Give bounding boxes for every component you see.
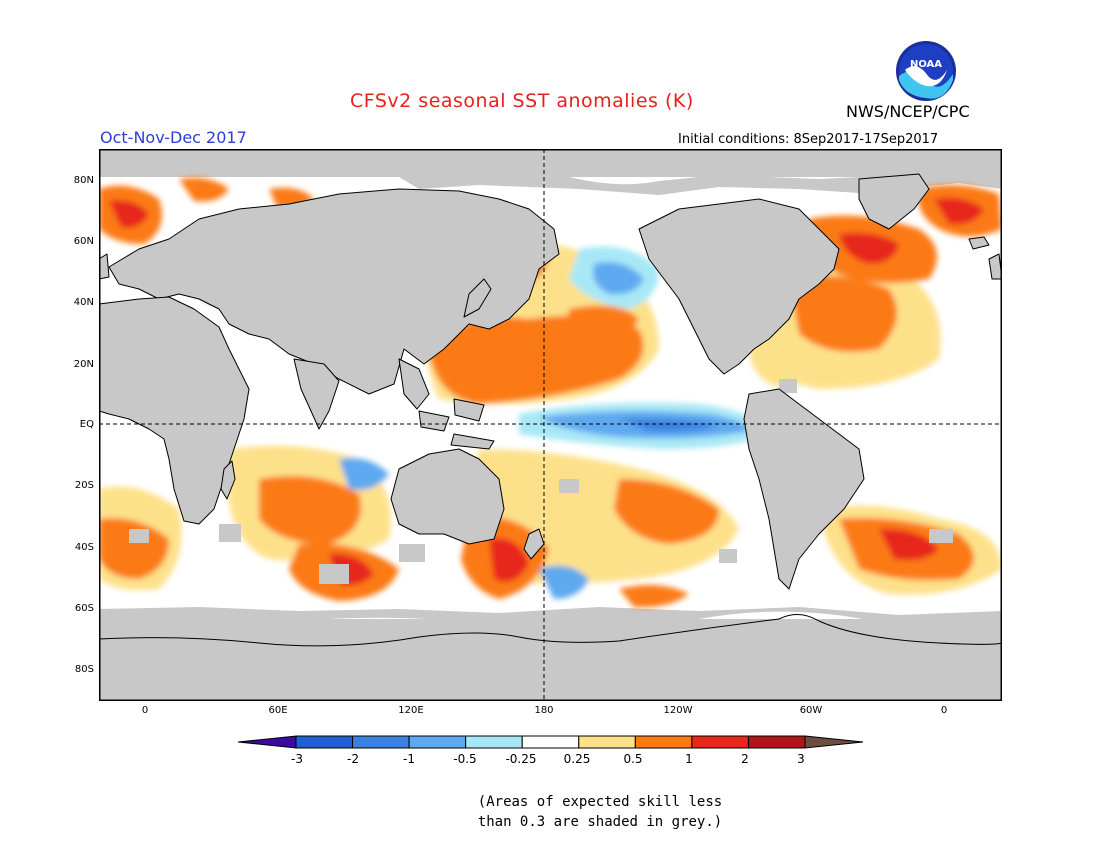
colorbar-segment-0 xyxy=(295,735,354,749)
lat-label-80n: 80N xyxy=(73,175,94,186)
colorbar-label-m1: -1 xyxy=(403,752,415,766)
lon-label-60e: 60E xyxy=(268,705,288,716)
colorbar-segment-5 xyxy=(578,735,636,749)
eurasia xyxy=(108,188,560,395)
colorbar-label-m05: -0.5 xyxy=(453,752,477,766)
lon-label-120e: 120E xyxy=(398,705,424,716)
colorbar-segment-over xyxy=(804,735,863,749)
colorbar-segment-1 xyxy=(352,735,410,749)
lat-label-60n: 60N xyxy=(73,236,94,247)
arctic-grey-edge xyxy=(399,175,1002,195)
lon-label-180: 180 xyxy=(534,705,554,716)
antarctica xyxy=(99,619,1002,701)
india xyxy=(293,358,340,430)
colorbar-label-3: 3 xyxy=(797,752,805,766)
agency-label: NWS/NCEP/CPC xyxy=(846,102,970,121)
colorbar-label-m025: -0.25 xyxy=(505,752,537,766)
noaa-logo: NOAA xyxy=(896,41,956,101)
lat-label-20n: 20N xyxy=(73,359,94,370)
colorbar-segment-under xyxy=(238,735,297,749)
season-label: Oct-Nov-Dec 2017 xyxy=(100,128,247,147)
colorbar-label-1: 1 xyxy=(685,752,693,766)
colorbar-segment-8 xyxy=(747,735,806,749)
lon-label-0: 0 xyxy=(141,705,149,716)
africa xyxy=(99,296,250,525)
lat-label-20s: 20S xyxy=(74,480,94,491)
colorbar-label-m3: -3 xyxy=(291,752,303,766)
lon-label-120w: 120W xyxy=(663,705,693,716)
sst-anomaly-map xyxy=(99,149,1002,701)
arctic-grey xyxy=(99,149,1002,177)
noaa-logo-text: NOAA xyxy=(910,59,942,70)
colorbar-label-05: 0.5 xyxy=(623,752,643,766)
south-america xyxy=(743,388,865,590)
greenland xyxy=(858,173,930,230)
north-america xyxy=(638,198,840,375)
colorbar-label-025: 0.25 xyxy=(563,752,591,766)
lat-label-80s: 80S xyxy=(74,664,94,675)
antarctica-coast xyxy=(99,614,1002,647)
chart-title: CFSv2 seasonal SST anomalies (K) xyxy=(350,90,694,112)
colorbar-segment-7 xyxy=(691,735,749,749)
australia xyxy=(390,448,505,545)
skill-note: (Areas of expected skill less than 0.3 a… xyxy=(477,794,723,830)
lat-label-eq: EQ xyxy=(79,419,94,430)
lat-label-40s: 40S xyxy=(74,542,94,553)
colorbar-label-m2: -2 xyxy=(347,752,359,766)
initial-conditions: Initial conditions: 8Sep2017-17Sep2017 xyxy=(678,132,939,147)
lon-label-60w: 60W xyxy=(799,705,823,716)
colorbar-segment-6 xyxy=(634,735,693,749)
lat-label-60s: 60S xyxy=(74,603,94,614)
lat-label-40n: 40N xyxy=(73,297,94,308)
colorbar xyxy=(238,735,863,749)
colorbar-segment-2 xyxy=(408,735,467,749)
antarctic-edge xyxy=(99,607,1002,639)
lon-label-0-right: 0 xyxy=(940,705,948,716)
colorbar-label-2: 2 xyxy=(741,752,749,766)
colorbar-segment-4 xyxy=(521,735,580,749)
colorbar-segment-3 xyxy=(465,735,523,749)
